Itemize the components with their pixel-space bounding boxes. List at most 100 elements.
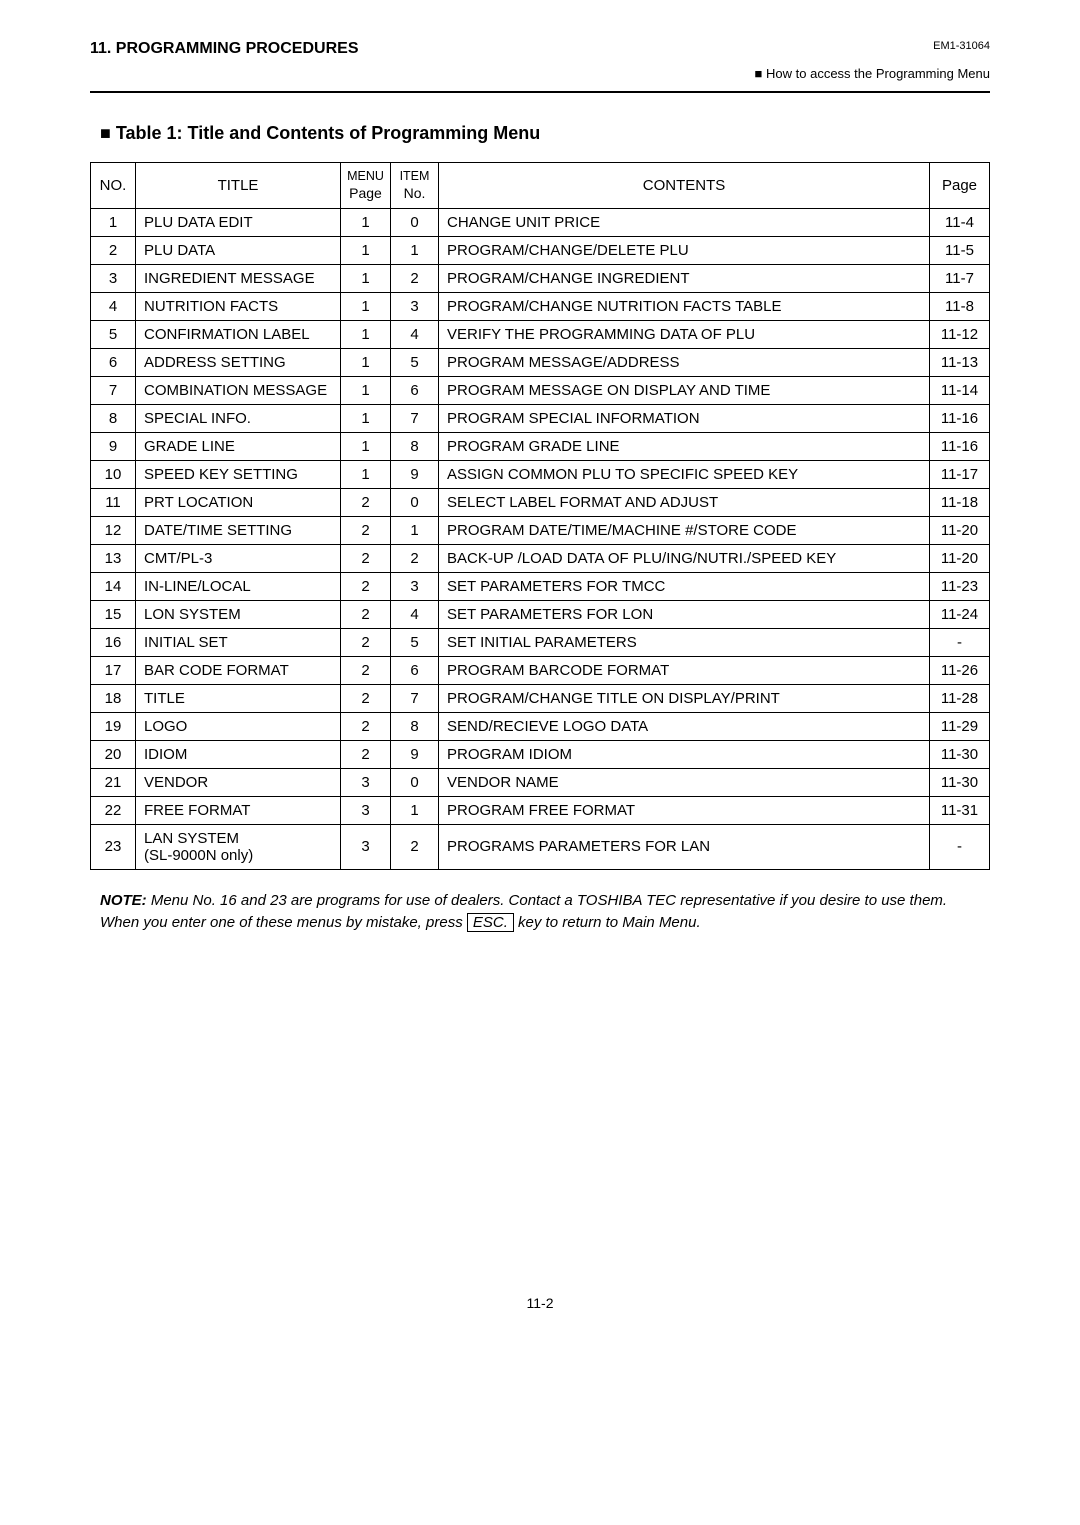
cell-contents: PROGRAM IDIOM xyxy=(439,740,930,768)
cell-contents: PROGRAM/CHANGE NUTRITION FACTS TABLE xyxy=(439,292,930,320)
cell-title: GRADE LINE xyxy=(136,432,341,460)
cell-menu-page: 1 xyxy=(341,460,391,488)
cell-menu-page: 2 xyxy=(341,600,391,628)
cell-menu-page: 2 xyxy=(341,712,391,740)
cell-no: 12 xyxy=(91,516,136,544)
cell-no: 10 xyxy=(91,460,136,488)
esc-key: ESC. xyxy=(467,913,514,932)
table-row: 17BAR CODE FORMAT26PROGRAM BARCODE FORMA… xyxy=(91,656,990,684)
cell-no: 23 xyxy=(91,824,136,869)
cell-title: LOGO xyxy=(136,712,341,740)
table-row: 13CMT/PL-322BACK-UP /LOAD DATA OF PLU/IN… xyxy=(91,544,990,572)
cell-item-no: 0 xyxy=(391,768,439,796)
cell-no: 1 xyxy=(91,208,136,236)
cell-title: PRT LOCATION xyxy=(136,488,341,516)
cell-contents: PROGRAM MESSAGE ON DISPLAY AND TIME xyxy=(439,376,930,404)
cell-page: 11-31 xyxy=(930,796,990,824)
cell-contents: PROGRAM/CHANGE TITLE ON DISPLAY/PRINT xyxy=(439,684,930,712)
cell-menu-page: 1 xyxy=(341,236,391,264)
cell-menu-page: 3 xyxy=(341,824,391,869)
cell-no: 8 xyxy=(91,404,136,432)
cell-page: - xyxy=(930,628,990,656)
table-row: 22FREE FORMAT31PROGRAM FREE FORMAT11-31 xyxy=(91,796,990,824)
cell-title: CONFIRMATION LABEL xyxy=(136,320,341,348)
cell-title: SPEED KEY SETTING xyxy=(136,460,341,488)
table-row: 20IDIOM29PROGRAM IDIOM11-30 xyxy=(91,740,990,768)
cell-item-no: 4 xyxy=(391,600,439,628)
cell-menu-page: 3 xyxy=(341,796,391,824)
section-header: 11. PROGRAMMING PROCEDURES xyxy=(90,40,358,58)
table-row: 18TITLE27PROGRAM/CHANGE TITLE ON DISPLAY… xyxy=(91,684,990,712)
table-row: 7COMBINATION MESSAGE16PROGRAM MESSAGE ON… xyxy=(91,376,990,404)
cell-page: 11-13 xyxy=(930,348,990,376)
cell-no: 4 xyxy=(91,292,136,320)
cell-contents: SEND/RECIEVE LOGO DATA xyxy=(439,712,930,740)
table-row: 5CONFIRMATION LABEL14VERIFY THE PROGRAMM… xyxy=(91,320,990,348)
cell-page: 11-23 xyxy=(930,572,990,600)
cell-contents: PROGRAM BARCODE FORMAT xyxy=(439,656,930,684)
table-row: 14IN-LINE/LOCAL23SET PARAMETERS FOR TMCC… xyxy=(91,572,990,600)
table-row: 1PLU DATA EDIT10CHANGE UNIT PRICE11-4 xyxy=(91,208,990,236)
cell-page: 11-29 xyxy=(930,712,990,740)
table-row: 4NUTRITION FACTS13PROGRAM/CHANGE NUTRITI… xyxy=(91,292,990,320)
cell-item-no: 2 xyxy=(391,264,439,292)
cell-page: 11-16 xyxy=(930,404,990,432)
cell-item-no: 4 xyxy=(391,320,439,348)
cell-no: 17 xyxy=(91,656,136,684)
cell-no: 19 xyxy=(91,712,136,740)
table-row: 12DATE/TIME SETTING21PROGRAM DATE/TIME/M… xyxy=(91,516,990,544)
cell-no: 20 xyxy=(91,740,136,768)
note-block: NOTE: Menu No. 16 and 23 are programs fo… xyxy=(90,890,990,935)
cell-menu-page: 2 xyxy=(341,656,391,684)
cell-contents: SET PARAMETERS FOR TMCC xyxy=(439,572,930,600)
cell-page: 11-14 xyxy=(930,376,990,404)
table-row: 6ADDRESS SETTING15PROGRAM MESSAGE/ADDRES… xyxy=(91,348,990,376)
cell-contents: CHANGE UNIT PRICE xyxy=(439,208,930,236)
cell-no: 13 xyxy=(91,544,136,572)
header-rule xyxy=(90,91,990,93)
cell-page: 11-4 xyxy=(930,208,990,236)
cell-no: 21 xyxy=(91,768,136,796)
cell-item-no: 9 xyxy=(391,460,439,488)
cell-item-no: 8 xyxy=(391,432,439,460)
col-header-item: ITEMNo. xyxy=(391,163,439,209)
cell-menu-page: 2 xyxy=(341,628,391,656)
cell-menu-page: 2 xyxy=(341,684,391,712)
cell-contents: SET PARAMETERS FOR LON xyxy=(439,600,930,628)
cell-no: 7 xyxy=(91,376,136,404)
note-label: NOTE: xyxy=(100,892,147,909)
cell-title: CMT/PL-3 xyxy=(136,544,341,572)
table-row: 15LON SYSTEM24SET PARAMETERS FOR LON11-2… xyxy=(91,600,990,628)
cell-contents: PROGRAMS PARAMETERS FOR LAN xyxy=(439,824,930,869)
table-row: 21VENDOR30VENDOR NAME11-30 xyxy=(91,768,990,796)
cell-contents: PROGRAM/CHANGE/DELETE PLU xyxy=(439,236,930,264)
cell-page: 11-20 xyxy=(930,544,990,572)
cell-item-no: 5 xyxy=(391,628,439,656)
cell-page: 11-17 xyxy=(930,460,990,488)
col-header-page: Page xyxy=(930,163,990,209)
cell-menu-page: 1 xyxy=(341,208,391,236)
cell-no: 16 xyxy=(91,628,136,656)
cell-page: 11-8 xyxy=(930,292,990,320)
note-text-2: key to return to Main Menu. xyxy=(514,914,701,931)
cell-menu-page: 1 xyxy=(341,320,391,348)
cell-no: 5 xyxy=(91,320,136,348)
table-row: 19LOGO28SEND/RECIEVE LOGO DATA11-29 xyxy=(91,712,990,740)
cell-item-no: 6 xyxy=(391,376,439,404)
cell-contents: VERIFY THE PROGRAMMING DATA OF PLU xyxy=(439,320,930,348)
cell-item-no: 7 xyxy=(391,404,439,432)
cell-item-no: 1 xyxy=(391,516,439,544)
cell-menu-page: 1 xyxy=(341,432,391,460)
cell-page: 11-12 xyxy=(930,320,990,348)
cell-menu-page: 2 xyxy=(341,516,391,544)
table-row: 3INGREDIENT MESSAGE12PROGRAM/CHANGE INGR… xyxy=(91,264,990,292)
cell-title: INGREDIENT MESSAGE xyxy=(136,264,341,292)
cell-contents: ASSIGN COMMON PLU TO SPECIFIC SPEED KEY xyxy=(439,460,930,488)
cell-page: 11-30 xyxy=(930,740,990,768)
cell-contents: PROGRAM FREE FORMAT xyxy=(439,796,930,824)
cell-no: 6 xyxy=(91,348,136,376)
cell-contents: PROGRAM GRADE LINE xyxy=(439,432,930,460)
cell-no: 15 xyxy=(91,600,136,628)
cell-menu-page: 1 xyxy=(341,264,391,292)
cell-item-no: 3 xyxy=(391,292,439,320)
